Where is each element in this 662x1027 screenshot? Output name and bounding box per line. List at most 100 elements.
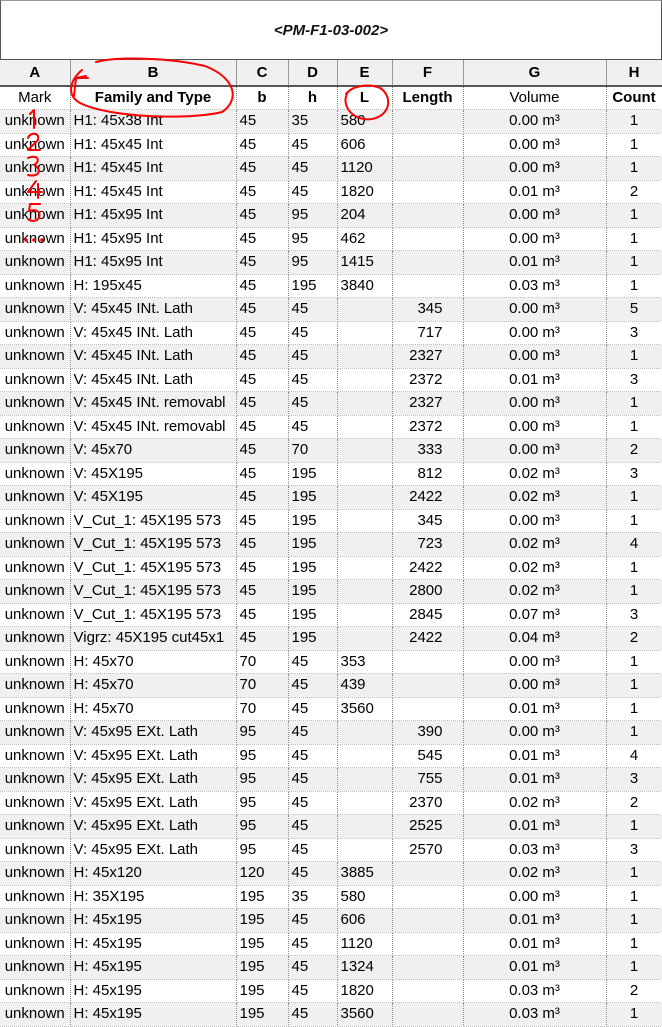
table-row[interactable]: unknown V: 45X195 45 195 812 0.02 m³ 3 [0,462,662,486]
cell-b[interactable]: 195 [236,955,289,980]
cell-l[interactable] [337,556,393,580]
cell-length[interactable]: 2422 [392,626,464,651]
cell-h[interactable]: 35 [288,109,338,134]
cell-l[interactable] [337,462,393,486]
cell-count[interactable]: 3 [606,838,662,862]
cell-h[interactable]: 195 [288,626,338,651]
cell-mark[interactable]: unknown [0,321,71,345]
column-letter-a[interactable]: A [0,60,71,87]
cell-h[interactable]: 195 [288,485,338,510]
cell-b[interactable]: 70 [236,697,289,721]
cell-l[interactable] [337,626,393,651]
cell-family-and-type[interactable]: V: 45x45 INt. removabl [70,415,237,439]
cell-h[interactable]: 70 [288,438,338,463]
cell-b[interactable]: 45 [236,250,289,275]
cell-volume[interactable]: 0.02 m³ [463,556,607,580]
cell-length[interactable] [392,274,464,298]
cell-family-and-type[interactable]: H1: 45x95 Int [70,250,237,275]
cell-count[interactable]: 4 [606,744,662,768]
cell-count[interactable]: 3 [606,321,662,345]
cell-count[interactable]: 2 [606,438,662,463]
cell-mark[interactable]: unknown [0,556,71,580]
cell-l[interactable]: 3885 [337,861,393,886]
cell-volume[interactable]: 0.00 m³ [463,227,607,251]
cell-l[interactable]: 462 [337,227,393,251]
cell-mark[interactable]: unknown [0,650,71,674]
cell-l[interactable] [337,438,393,463]
column-letter-d[interactable]: D [288,60,338,87]
cell-length[interactable] [392,227,464,251]
cell-length[interactable] [392,861,464,886]
cell-l[interactable] [337,485,393,510]
cell-volume[interactable]: 0.01 m³ [463,932,607,956]
cell-family-and-type[interactable]: H1: 45x38 Int [70,109,237,134]
cell-b[interactable]: 95 [236,744,289,768]
cell-mark[interactable]: unknown [0,133,71,157]
cell-h[interactable]: 95 [288,227,338,251]
cell-volume[interactable]: 0.01 m³ [463,814,607,839]
cell-mark[interactable]: unknown [0,274,71,298]
table-row[interactable]: unknown H1: 45x95 Int 45 95 1415 0.01 m³ 1 [0,250,662,275]
cell-length[interactable]: 333 [392,438,464,463]
table-row[interactable]: unknown V: 45x45 INt. removabl 45 45 2372 0.0… [0,415,662,439]
cell-b[interactable]: 195 [236,908,289,933]
cell-family-and-type[interactable]: V_Cut_1: 45X195 573 [70,532,237,557]
cell-length[interactable]: 345 [392,297,464,322]
cell-volume[interactable]: 0.01 m³ [463,697,607,721]
cell-l[interactable]: 580 [337,109,393,134]
cell-volume[interactable]: 0.02 m³ [463,532,607,557]
cell-b[interactable]: 45 [236,391,289,416]
cell-b[interactable]: 45 [236,109,289,134]
cell-b[interactable]: 95 [236,791,289,815]
cell-h[interactable]: 195 [288,603,338,627]
cell-count[interactable]: 4 [606,532,662,557]
table-row[interactable]: unknown H: 45x195 195 45 606 0.01 m³ 1 [0,908,662,933]
cell-family-and-type[interactable]: V: 45x45 INt. Lath [70,297,237,322]
cell-mark[interactable]: unknown [0,932,71,956]
cell-family-and-type[interactable]: H1: 45x45 Int [70,156,237,181]
cell-volume[interactable]: 0.00 m³ [463,321,607,345]
cell-mark[interactable]: unknown [0,579,71,604]
column-letter-b[interactable]: B [70,60,237,87]
cell-mark[interactable]: unknown [0,250,71,275]
cell-length[interactable]: 2845 [392,603,464,627]
cell-length[interactable]: 2422 [392,485,464,510]
cell-l[interactable]: 1820 [337,979,393,1003]
cell-b[interactable]: 45 [236,274,289,298]
cell-l[interactable] [337,838,393,862]
cell-family-and-type[interactable]: V_Cut_1: 45X195 573 [70,579,237,604]
cell-l[interactable] [337,744,393,768]
cell-family-and-type[interactable]: H1: 45x45 Int [70,180,237,204]
cell-mark[interactable]: unknown [0,438,71,463]
cell-b[interactable]: 45 [236,438,289,463]
cell-l[interactable]: 204 [337,203,393,228]
cell-h[interactable]: 195 [288,556,338,580]
cell-h[interactable]: 45 [288,297,338,322]
cell-volume[interactable]: 0.01 m³ [463,767,607,792]
cell-length[interactable]: 2327 [392,344,464,369]
cell-b[interactable]: 45 [236,556,289,580]
cell-count[interactable]: 1 [606,274,662,298]
cell-count[interactable]: 1 [606,133,662,157]
cell-l[interactable]: 439 [337,673,393,698]
cell-family-and-type[interactable]: V: 45x95 EXt. Lath [70,767,237,792]
cell-count[interactable]: 1 [606,509,662,533]
table-row[interactable]: unknown V: 45x95 EXt. Lath 95 45 545 0.01 m³ 4 [0,744,662,768]
cell-volume[interactable]: 0.03 m³ [463,274,607,298]
cell-length[interactable]: 2372 [392,368,464,392]
cell-length[interactable] [392,979,464,1003]
cell-volume[interactable]: 0.00 m³ [463,650,607,674]
cell-length[interactable]: 2372 [392,415,464,439]
table-row[interactable]: unknown V: 45x95 EXt. Lath 95 45 755 0.01 m³ 3 [0,767,662,792]
cell-h[interactable]: 45 [288,979,338,1003]
cell-l[interactable] [337,532,393,557]
cell-family-and-type[interactable]: V: 45X195 [70,485,237,510]
cell-volume[interactable]: 0.01 m³ [463,368,607,392]
cell-h[interactable]: 45 [288,391,338,416]
cell-l[interactable] [337,297,393,322]
cell-count[interactable]: 2 [606,979,662,1003]
cell-b[interactable]: 45 [236,532,289,557]
cell-count[interactable]: 3 [606,368,662,392]
header-l[interactable]: L [337,86,393,110]
cell-length[interactable]: 345 [392,509,464,533]
